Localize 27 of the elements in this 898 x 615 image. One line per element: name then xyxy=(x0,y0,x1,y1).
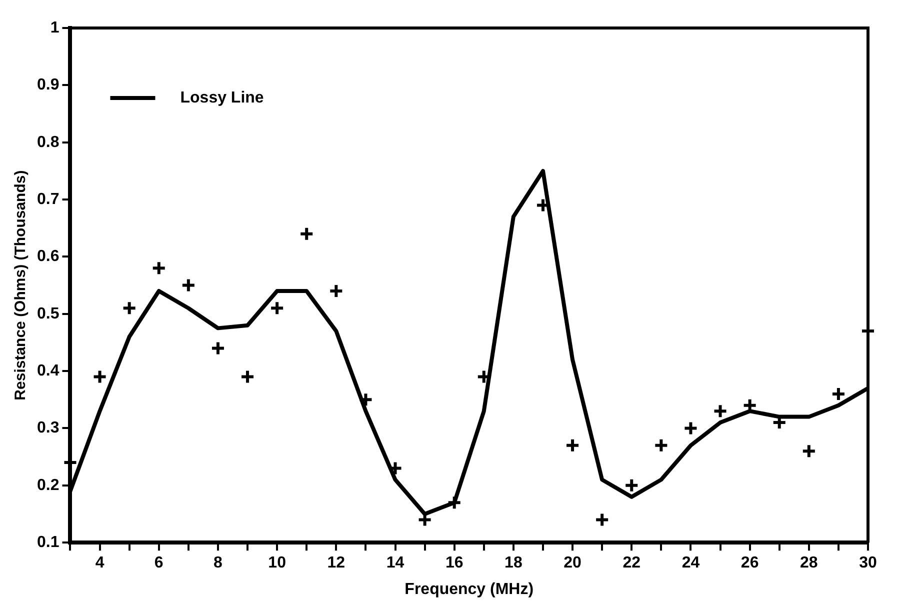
legend-label: Lossy Line xyxy=(180,89,264,106)
x-axis-title: Frequency (MHz) xyxy=(404,580,534,598)
x-tick-label: 30 xyxy=(859,554,877,572)
y-axis-title: Resistance (Ohms) (Thousands) xyxy=(12,170,30,400)
x-tick-label: 8 xyxy=(214,554,223,572)
x-tick-label: 16 xyxy=(445,554,464,572)
x-tick-label: 20 xyxy=(564,554,582,572)
x-tick-label: 14 xyxy=(386,554,404,572)
y-tick-label: 0.3 xyxy=(36,420,60,437)
y-tick-label: 0.8 xyxy=(36,134,60,151)
y-tick-label: 0.4 xyxy=(36,362,60,380)
x-tick-label: 4 xyxy=(95,554,104,572)
y-tick-label: 0.5 xyxy=(36,305,60,322)
x-tick-label: 6 xyxy=(154,554,164,572)
x-tick-label: 26 xyxy=(740,554,759,572)
x-tick-label: 24 xyxy=(682,554,700,572)
y-tick-label: 0.6 xyxy=(36,248,60,266)
y-tick-label: 0.7 xyxy=(36,190,60,208)
x-tick-label: 22 xyxy=(622,554,641,572)
y-tick-label: 0.1 xyxy=(36,534,60,552)
y-tick-label: 0.2 xyxy=(36,476,60,494)
x-tick-label: 18 xyxy=(504,554,522,572)
y-tick-label: 1 xyxy=(50,19,60,36)
x-tick-label: 28 xyxy=(800,554,818,572)
x-tick-label: 10 xyxy=(268,554,286,572)
x-tick-label: 12 xyxy=(327,554,346,572)
y-tick-label: 0.9 xyxy=(36,76,60,94)
